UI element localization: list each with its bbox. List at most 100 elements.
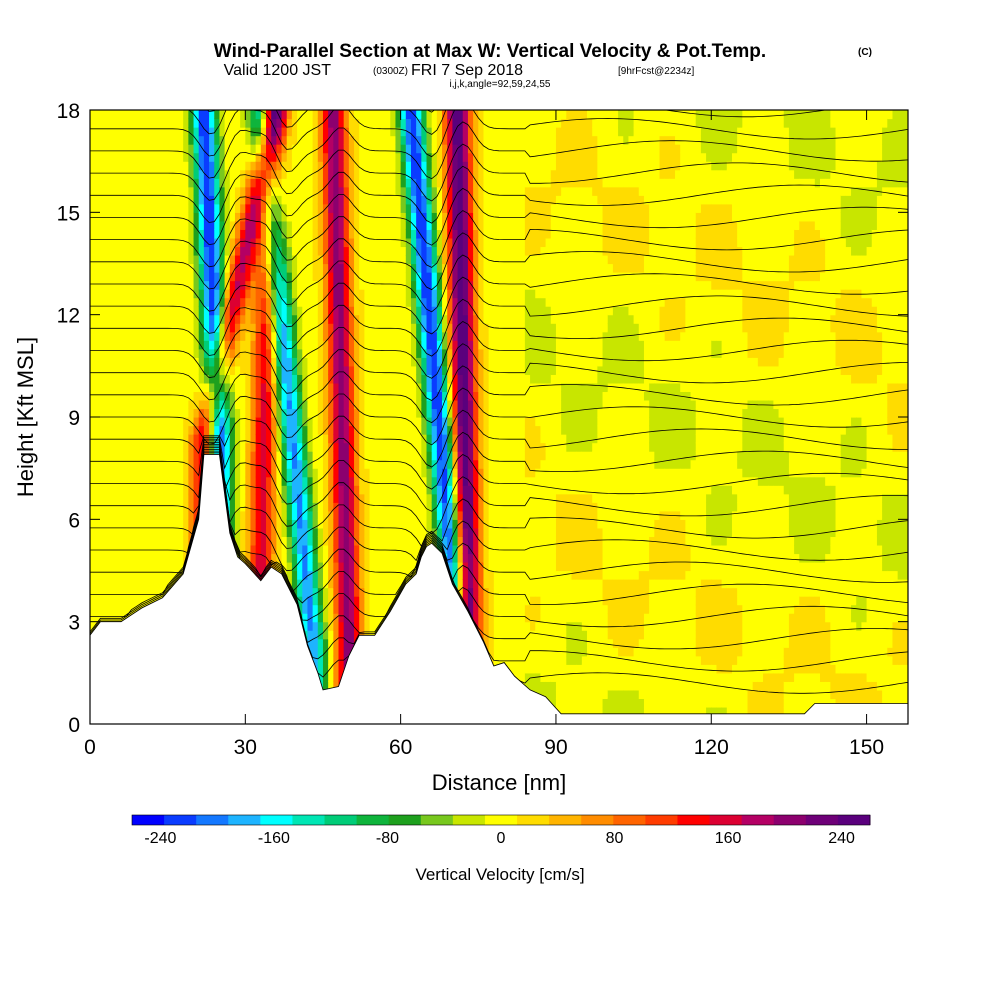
velocity-cell [121, 161, 127, 171]
velocity-cell [136, 203, 143, 213]
velocity-cell [364, 144, 371, 154]
velocity-cell [121, 587, 127, 597]
velocity-cell [234, 220, 241, 230]
velocity-cell [224, 118, 231, 128]
velocity-cell [250, 110, 257, 120]
velocity-cell [136, 280, 143, 290]
velocity-cell [359, 365, 365, 375]
velocity-cell [302, 425, 309, 435]
velocity-cell [374, 510, 381, 520]
velocity-cell [374, 365, 381, 375]
velocity-cell [146, 417, 153, 427]
velocity-cell [250, 561, 257, 572]
velocity-cell [390, 229, 397, 239]
velocity-cell [240, 434, 246, 444]
velocity-cell [234, 246, 241, 256]
velocity-cell [328, 476, 334, 486]
velocity-cell [379, 178, 386, 188]
valid-time: Valid 1200 JST [224, 62, 332, 79]
velocity-cell [214, 254, 221, 265]
velocity-cell [400, 110, 407, 120]
velocity-cell [297, 527, 303, 537]
velocity-cell [364, 434, 371, 444]
velocity-cell [90, 408, 96, 418]
velocity-cell [307, 613, 314, 623]
velocity-cell [343, 272, 350, 282]
velocity-cell [442, 169, 448, 179]
velocity-cell [328, 570, 334, 580]
velocity-cell [307, 399, 314, 410]
velocity-cell [136, 476, 143, 486]
velocity-cell [152, 502, 158, 512]
velocity-cell [390, 212, 397, 222]
velocity-cell [416, 434, 422, 444]
velocity-cell [229, 144, 236, 154]
velocity-cell [286, 442, 293, 452]
velocity-cell [105, 399, 112, 410]
velocity-cell [312, 152, 319, 162]
velocity-cell [369, 110, 376, 120]
velocity-cell [255, 519, 262, 529]
velocity-cell [416, 451, 422, 461]
velocity-cell [131, 203, 138, 213]
velocity-cell [312, 365, 319, 375]
velocity-cell [110, 579, 117, 589]
velocity-cell [281, 289, 288, 299]
velocity-cell [302, 561, 309, 572]
velocity-cell [276, 493, 283, 503]
velocity-cell [260, 118, 267, 128]
velocity-cell [317, 280, 324, 290]
velocity-cell [359, 596, 365, 606]
velocity-cell [333, 127, 340, 137]
velocity-cell [374, 382, 381, 393]
velocity-cell [146, 254, 153, 265]
velocity-cell [121, 186, 127, 196]
velocity-cell [183, 468, 189, 478]
velocity-cell [193, 152, 200, 162]
velocity-cell [333, 229, 340, 239]
velocity-cell [90, 118, 96, 128]
velocity-cell [385, 587, 391, 597]
velocity-cell [110, 331, 117, 341]
velocity-cell [442, 408, 448, 418]
velocity-cell [379, 391, 386, 401]
velocity-cell [234, 442, 241, 452]
velocity-cell [198, 127, 205, 137]
velocity-cell [395, 263, 402, 273]
velocity-cell [374, 220, 381, 230]
velocity-cell [250, 229, 257, 239]
velocity-cell [312, 306, 319, 316]
velocity-cell [224, 297, 231, 307]
velocity-cell [255, 263, 262, 273]
velocity-cell [188, 399, 195, 410]
velocity-cell [328, 442, 334, 452]
velocity-cell [369, 630, 376, 640]
velocity-cell [255, 536, 262, 546]
velocity-cell [286, 297, 293, 307]
velocity-cell [317, 638, 324, 648]
velocity-cell [379, 510, 386, 520]
velocity-cell [307, 485, 314, 495]
velocity-cell [390, 289, 397, 299]
velocity-cell [224, 306, 231, 316]
velocity-cell [203, 374, 210, 384]
velocity-cell [178, 382, 184, 393]
velocity-cell [245, 280, 252, 290]
velocity-cell [359, 434, 365, 444]
velocity-cell [436, 289, 443, 299]
velocity-cell [188, 425, 195, 435]
velocity-cell [354, 553, 360, 563]
velocity-cell [405, 348, 412, 358]
velocity-cell [400, 408, 407, 418]
velocity-cell [343, 579, 350, 589]
velocity-cell [110, 459, 117, 469]
velocity-cell [390, 536, 397, 546]
velocity-cell [369, 536, 376, 546]
velocity-cell [126, 561, 133, 572]
velocity-cell [193, 186, 200, 196]
velocity-cell [338, 272, 345, 282]
velocity-cell [234, 135, 241, 145]
velocity-cell [395, 169, 402, 179]
velocity-cell [421, 280, 428, 290]
velocity-cell [219, 417, 226, 427]
